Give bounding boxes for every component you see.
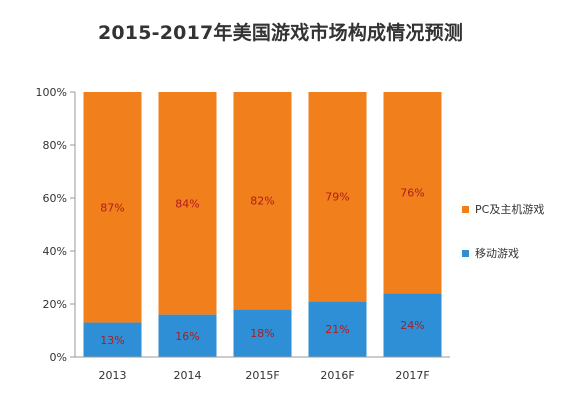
bar-segment	[233, 92, 292, 310]
y-tick-label: 80%	[43, 139, 67, 152]
legend-swatch	[462, 206, 469, 213]
y-tick-label: 100%	[36, 86, 67, 99]
legend-swatch	[462, 250, 469, 257]
chart-title: 2015-2017年美国游戏市场构成情况预测	[97, 22, 464, 44]
x-tick-label: 2013	[99, 369, 127, 382]
legend-label: 移动游戏	[475, 247, 519, 260]
data-label: 18%	[250, 327, 274, 340]
data-label: 79%	[325, 191, 349, 204]
x-tick-label: 2017F	[395, 369, 429, 382]
x-tick-label: 2016F	[320, 369, 354, 382]
x-tick-label: 2015F	[245, 369, 279, 382]
x-tick-label: 2014	[174, 369, 202, 382]
data-label: 87%	[100, 201, 124, 214]
bar-segment	[158, 314, 217, 357]
bar-segment	[383, 293, 442, 357]
bar-segment	[233, 309, 292, 357]
data-label: 76%	[400, 187, 424, 200]
bar-segment	[383, 92, 442, 294]
y-tick-label: 0%	[50, 351, 67, 364]
legend-label: PC及主机游戏	[475, 202, 544, 216]
data-label: 16%	[175, 330, 199, 343]
bar-segment	[158, 92, 217, 315]
y-tick-label: 40%	[43, 245, 67, 258]
bar-segment	[83, 92, 142, 323]
bar-segment	[83, 322, 142, 357]
y-tick-label: 20%	[43, 298, 67, 311]
data-label: 21%	[325, 323, 349, 336]
data-label: 24%	[400, 319, 424, 332]
data-label: 13%	[100, 334, 124, 347]
bar-segment	[308, 92, 367, 302]
y-tick-label: 60%	[43, 192, 67, 205]
bar-segment	[308, 301, 367, 357]
data-label: 84%	[175, 197, 199, 210]
data-label: 82%	[250, 195, 274, 208]
